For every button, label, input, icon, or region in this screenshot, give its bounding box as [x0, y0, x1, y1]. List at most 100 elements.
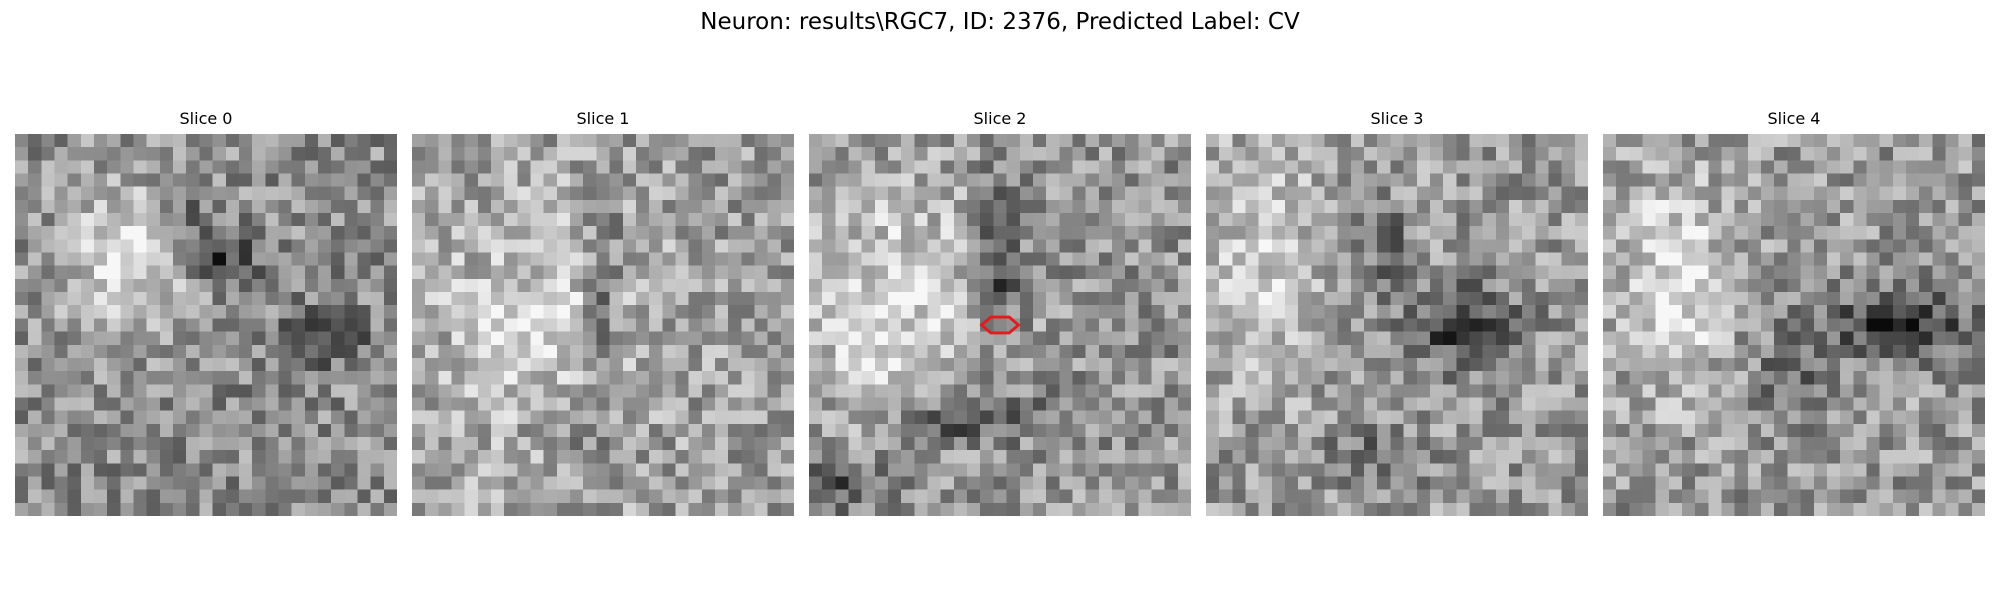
- pixel: [1603, 278, 1617, 293]
- pixel: [1151, 344, 1165, 359]
- pixel: [133, 173, 147, 187]
- pixel: [940, 305, 955, 319]
- pixel: [54, 292, 68, 306]
- pixel: [317, 147, 332, 161]
- pixel: [28, 410, 42, 425]
- pixel: [1098, 436, 1113, 451]
- pixel: [1682, 226, 1696, 240]
- pixel: [835, 410, 849, 425]
- pixel: [649, 357, 663, 372]
- pixel: [1905, 147, 1920, 161]
- pixel: [1350, 226, 1365, 240]
- pixel: [835, 450, 849, 464]
- pixel: [252, 397, 266, 411]
- pixel: [1443, 463, 1457, 477]
- pixel: [1892, 450, 1907, 464]
- pixel: [1138, 226, 1152, 240]
- pixel: [1945, 489, 1959, 504]
- slice-panel-3: Slice 3: [1206, 108, 1588, 516]
- pixel: [1271, 199, 1286, 214]
- pixel: [1443, 476, 1457, 490]
- pixel: [609, 357, 624, 372]
- pixel: [967, 436, 981, 451]
- pixel: [1747, 318, 1762, 332]
- pixel: [1840, 357, 1854, 372]
- pixel: [186, 160, 200, 174]
- pixel: [1232, 489, 1246, 504]
- pixel: [159, 173, 174, 187]
- pixel: [1866, 160, 1880, 174]
- pixel: [1879, 384, 1894, 398]
- pixel: [1151, 410, 1165, 425]
- pixel: [1879, 410, 1894, 425]
- pixel: [278, 331, 292, 346]
- pixel: [1324, 344, 1338, 359]
- pixel: [1708, 410, 1722, 425]
- pixel: [1403, 410, 1418, 425]
- pixel: [1337, 463, 1352, 477]
- pixel: [1958, 489, 1973, 504]
- pixel: [438, 292, 452, 306]
- pixel: [1668, 134, 1683, 148]
- pixel: [1032, 186, 1047, 201]
- pixel: [317, 436, 332, 451]
- pixel: [809, 305, 823, 319]
- pixel: [1535, 186, 1549, 201]
- pixel: [1416, 292, 1431, 306]
- pixel: [1232, 436, 1246, 451]
- pixel: [1285, 226, 1299, 240]
- pixel: [1879, 186, 1894, 201]
- pixel: [1151, 371, 1165, 385]
- pixel: [517, 199, 531, 214]
- pixel: [1866, 147, 1880, 161]
- pixel: [1682, 397, 1696, 411]
- pixel: [1429, 318, 1444, 332]
- pixel: [940, 292, 955, 306]
- pixel: [491, 252, 505, 266]
- pixel: [1761, 489, 1775, 504]
- pixel: [848, 489, 862, 504]
- pixel: [1298, 331, 1312, 346]
- pixel: [67, 476, 82, 490]
- pixel: [822, 147, 836, 161]
- pixel: [1285, 502, 1299, 516]
- pixel: [609, 173, 624, 187]
- pixel: [1522, 134, 1536, 148]
- pixel: [1111, 397, 1126, 411]
- pixel: [543, 344, 558, 359]
- pixel: [1456, 213, 1470, 227]
- pixel: [1456, 423, 1470, 438]
- pixel: [304, 318, 319, 332]
- pixel: [1151, 265, 1165, 280]
- pixel: [1072, 423, 1086, 438]
- pixel: [80, 450, 95, 464]
- pixel: [504, 450, 518, 464]
- pixel: [1642, 344, 1656, 359]
- pixel: [953, 384, 968, 398]
- pixel: [451, 397, 465, 411]
- pixel: [412, 252, 426, 266]
- pixel: [1840, 318, 1854, 332]
- pixel: [107, 436, 121, 451]
- pixel: [28, 489, 42, 504]
- pixel: [1059, 252, 1073, 266]
- pixel: [1311, 502, 1325, 516]
- pixel: [504, 371, 518, 385]
- pixel: [835, 489, 849, 504]
- pixel: [67, 239, 82, 253]
- pixel: [1761, 397, 1775, 411]
- pixel: [1085, 397, 1100, 411]
- pixel: [252, 502, 266, 516]
- pixel: [675, 502, 689, 516]
- pixel: [1098, 252, 1113, 266]
- pixel: [1482, 423, 1497, 438]
- pixel: [464, 410, 479, 425]
- pixel: [1695, 134, 1709, 148]
- pixel: [1337, 318, 1352, 332]
- pixel: [1508, 239, 1523, 253]
- pixel: [728, 489, 742, 504]
- pixel: [278, 436, 292, 451]
- pixel: [993, 147, 1007, 161]
- pixel: [1826, 226, 1841, 240]
- pixel: [1616, 292, 1630, 306]
